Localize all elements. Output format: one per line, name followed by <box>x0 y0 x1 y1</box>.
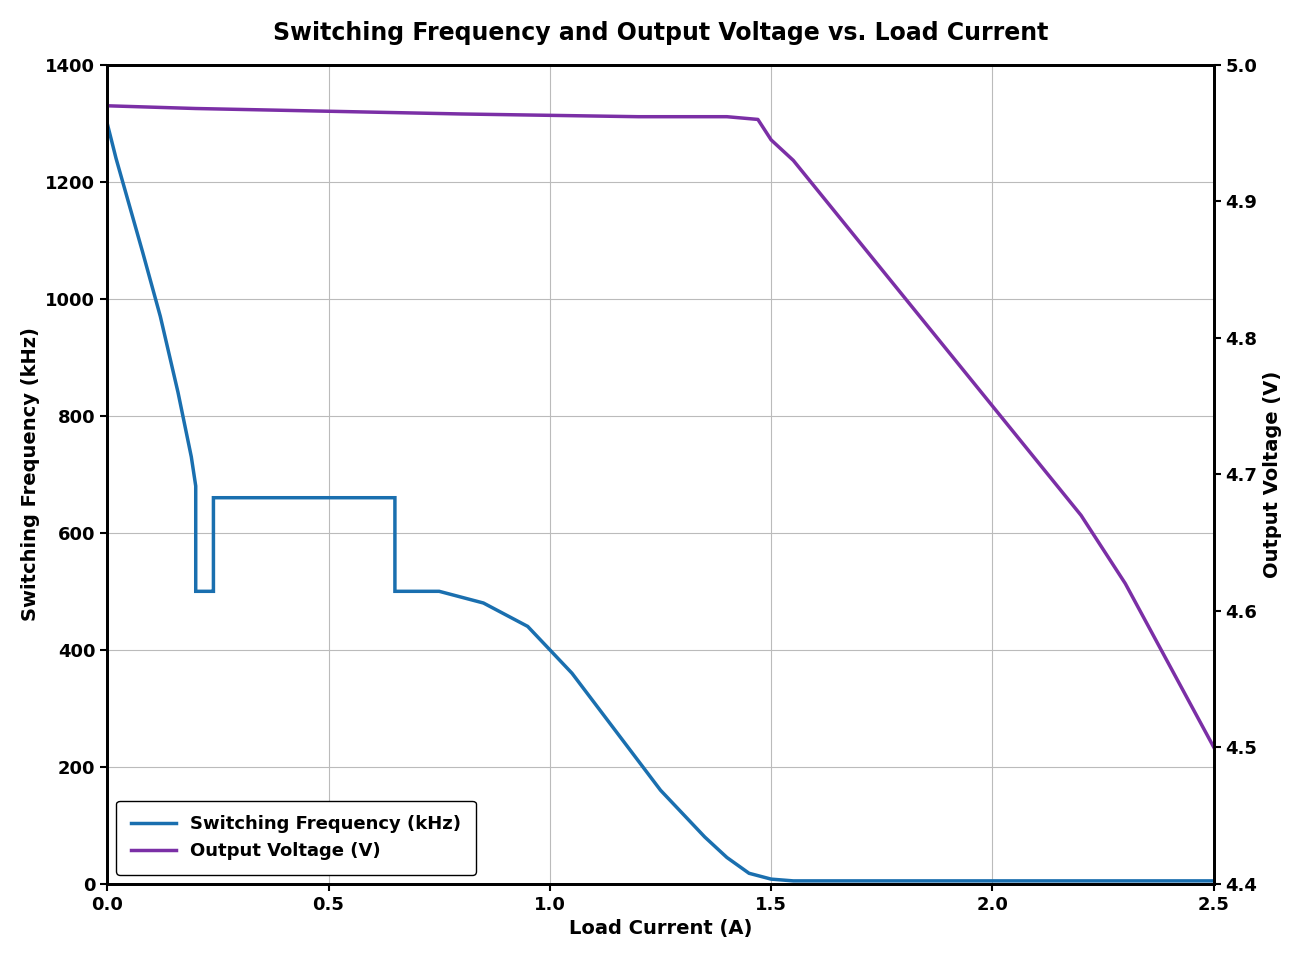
Y-axis label: Switching Frequency (kHz): Switching Frequency (kHz) <box>21 327 40 621</box>
Line: Output Voltage (V): Output Voltage (V) <box>107 105 1214 747</box>
Switching Frequency (kHz) <box>276 492 292 503</box>
Output Voltage (V) <box>985 400 1001 411</box>
Switching Frequency (kHz) <box>152 311 168 322</box>
Switching Frequency (kHz) <box>396 586 412 597</box>
Y-axis label: Output Voltage (V): Output Voltage (V) <box>1263 371 1282 578</box>
Output Voltage (V) <box>321 105 336 117</box>
Switching Frequency (kHz) <box>453 592 469 603</box>
Output Voltage (V) <box>542 109 558 121</box>
Switching Frequency (kHz) <box>1207 876 1222 887</box>
Output Voltage (V) <box>1118 577 1134 589</box>
Output Voltage (V) <box>188 103 203 114</box>
Switching Frequency (kHz) <box>786 876 801 887</box>
Output Voltage (V) <box>1074 509 1089 521</box>
Output Voltage (V) <box>719 111 735 123</box>
Output Voltage (V) <box>1162 660 1178 671</box>
Switching Frequency (kHz) <box>99 118 115 129</box>
Output Voltage (V) <box>808 182 823 194</box>
Output Voltage (V) <box>941 346 956 358</box>
Output Voltage (V) <box>764 134 779 146</box>
X-axis label: Load Current (A): Load Current (A) <box>569 919 752 938</box>
Output Voltage (V) <box>786 154 801 166</box>
Output Voltage (V) <box>852 237 868 248</box>
Switching Frequency (kHz) <box>498 609 513 620</box>
Title: Switching Frequency and Output Voltage vs. Load Current: Switching Frequency and Output Voltage v… <box>272 21 1048 45</box>
Output Voltage (V) <box>1029 455 1045 466</box>
Output Voltage (V) <box>99 100 115 111</box>
Output Voltage (V) <box>453 108 469 120</box>
Legend: Switching Frequency (kHz), Output Voltage (V): Switching Frequency (kHz), Output Voltag… <box>116 801 476 875</box>
Output Voltage (V) <box>631 111 646 123</box>
Output Voltage (V) <box>896 292 912 303</box>
Output Voltage (V) <box>1207 741 1222 753</box>
Switching Frequency (kHz) <box>896 876 912 887</box>
Line: Switching Frequency (kHz): Switching Frequency (kHz) <box>107 124 1214 881</box>
Output Voltage (V) <box>751 114 766 126</box>
